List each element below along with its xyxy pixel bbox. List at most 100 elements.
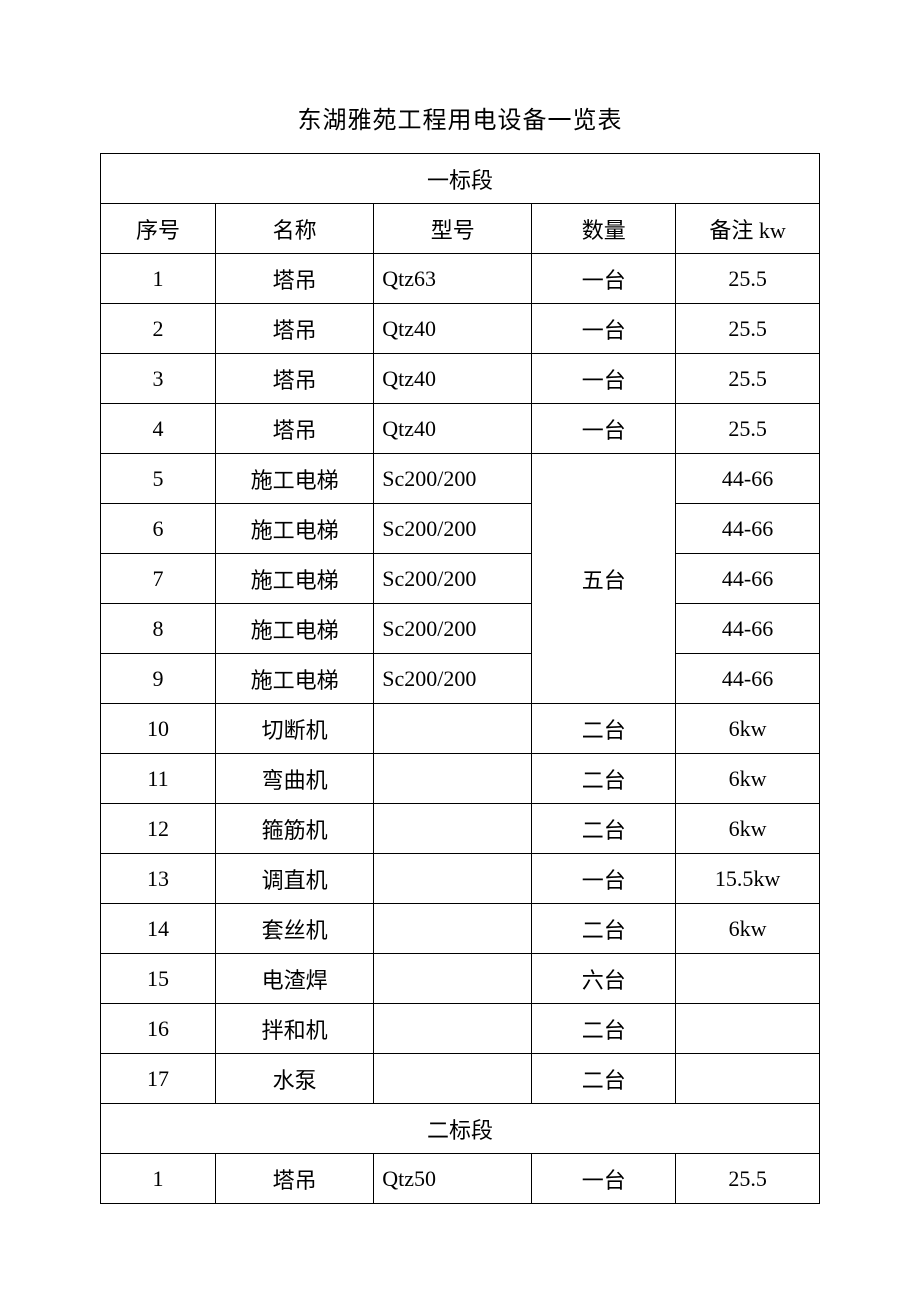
section2-header-row: 二标段 [101, 1104, 820, 1154]
cell-no: 10 [101, 704, 216, 754]
cell-name: 弯曲机 [216, 754, 374, 804]
cell-name: 电渣焊 [216, 954, 374, 1004]
cell-remark: 15.5kw [676, 854, 820, 904]
cell-no: 12 [101, 804, 216, 854]
cell-remark: 6kw [676, 804, 820, 854]
cell-remark: 44-66 [676, 454, 820, 504]
cell-remark [676, 1004, 820, 1054]
cell-model [374, 804, 532, 854]
cell-qty: 二台 [532, 754, 676, 804]
cell-name: 施工电梯 [216, 454, 374, 504]
cell-no: 4 [101, 404, 216, 454]
col-header-remark: 备注 kw [676, 204, 820, 254]
cell-name: 施工电梯 [216, 554, 374, 604]
cell-qty: 一台 [532, 854, 676, 904]
cell-model: Sc200/200 [374, 454, 532, 504]
table-row: 1 塔吊 Qtz50 一台 25.5 [101, 1154, 820, 1204]
table-row: 8 施工电梯 Sc200/200 44-66 [101, 604, 820, 654]
cell-remark: 25.5 [676, 404, 820, 454]
cell-model: Sc200/200 [374, 604, 532, 654]
cell-qty: 二台 [532, 804, 676, 854]
cell-model [374, 1054, 532, 1104]
cell-qty: 二台 [532, 904, 676, 954]
table-row: 7 施工电梯 Sc200/200 44-66 [101, 554, 820, 604]
cell-name: 塔吊 [216, 304, 374, 354]
cell-no: 2 [101, 304, 216, 354]
cell-model: Sc200/200 [374, 654, 532, 704]
cell-no: 1 [101, 254, 216, 304]
cell-no: 9 [101, 654, 216, 704]
cell-remark: 44-66 [676, 654, 820, 704]
cell-no: 13 [101, 854, 216, 904]
table-row: 11 弯曲机 二台 6kw [101, 754, 820, 804]
cell-name: 施工电梯 [216, 504, 374, 554]
cell-no: 17 [101, 1054, 216, 1104]
table-row: 14 套丝机 二台 6kw [101, 904, 820, 954]
cell-remark [676, 954, 820, 1004]
cell-model: Qtz63 [374, 254, 532, 304]
table-row: 3 塔吊 Qtz40 一台 25.5 [101, 354, 820, 404]
cell-qty: 二台 [532, 1054, 676, 1104]
cell-no: 1 [101, 1154, 216, 1204]
cell-model: Qtz50 [374, 1154, 532, 1204]
cell-model: Qtz40 [374, 354, 532, 404]
cell-no: 15 [101, 954, 216, 1004]
col-header-no: 序号 [101, 204, 216, 254]
col-header-qty: 数量 [532, 204, 676, 254]
cell-no: 3 [101, 354, 216, 404]
cell-remark: 44-66 [676, 504, 820, 554]
section1-header-row: 一标段 [101, 154, 820, 204]
cell-name: 箍筋机 [216, 804, 374, 854]
cell-model: Sc200/200 [374, 504, 532, 554]
cell-remark: 25.5 [676, 254, 820, 304]
table-row: 12 箍筋机 二台 6kw [101, 804, 820, 854]
section2-label: 二标段 [101, 1104, 820, 1154]
cell-name: 塔吊 [216, 354, 374, 404]
cell-no: 6 [101, 504, 216, 554]
cell-remark: 6kw [676, 704, 820, 754]
page-container: 东湖雅苑工程用电设备一览表 一标段 序号 名称 型号 数量 备注 kw 1 塔吊… [0, 0, 920, 1204]
table-row: 2 塔吊 Qtz40 一台 25.5 [101, 304, 820, 354]
cell-qty: 一台 [532, 354, 676, 404]
cell-remark: 44-66 [676, 554, 820, 604]
column-header-row: 序号 名称 型号 数量 备注 kw [101, 204, 820, 254]
table-row: 1 塔吊 Qtz63 一台 25.5 [101, 254, 820, 304]
cell-name: 拌和机 [216, 1004, 374, 1054]
cell-qty: 一台 [532, 404, 676, 454]
cell-model [374, 854, 532, 904]
cell-name: 塔吊 [216, 1154, 374, 1204]
cell-qty: 六台 [532, 954, 676, 1004]
cell-no: 11 [101, 754, 216, 804]
cell-model: Qtz40 [374, 304, 532, 354]
cell-qty: 二台 [532, 1004, 676, 1054]
cell-name: 调直机 [216, 854, 374, 904]
cell-model [374, 954, 532, 1004]
cell-no: 16 [101, 1004, 216, 1054]
col-header-model: 型号 [374, 204, 532, 254]
section1-label: 一标段 [101, 154, 820, 204]
cell-model [374, 754, 532, 804]
cell-remark: 25.5 [676, 1154, 820, 1204]
cell-remark: 44-66 [676, 604, 820, 654]
cell-name: 施工电梯 [216, 604, 374, 654]
table-row: 17 水泵 二台 [101, 1054, 820, 1104]
table-row: 13 调直机 一台 15.5kw [101, 854, 820, 904]
cell-qty: 一台 [532, 1154, 676, 1204]
cell-model: Sc200/200 [374, 554, 532, 604]
cell-qty-merged: 五台 [532, 454, 676, 704]
cell-name: 塔吊 [216, 254, 374, 304]
cell-name: 切断机 [216, 704, 374, 754]
cell-no: 5 [101, 454, 216, 504]
table-row: 9 施工电梯 Sc200/200 44-66 [101, 654, 820, 704]
cell-model [374, 1004, 532, 1054]
table-row: 15 电渣焊 六台 [101, 954, 820, 1004]
cell-remark: 25.5 [676, 354, 820, 404]
table-row: 5 施工电梯 Sc200/200 五台 44-66 [101, 454, 820, 504]
document-title: 东湖雅苑工程用电设备一览表 [100, 100, 820, 135]
cell-remark: 6kw [676, 754, 820, 804]
cell-remark: 6kw [676, 904, 820, 954]
equipment-table: 一标段 序号 名称 型号 数量 备注 kw 1 塔吊 Qtz63 一台 25.5… [100, 153, 820, 1204]
cell-name: 施工电梯 [216, 654, 374, 704]
cell-model [374, 704, 532, 754]
cell-name: 水泵 [216, 1054, 374, 1104]
